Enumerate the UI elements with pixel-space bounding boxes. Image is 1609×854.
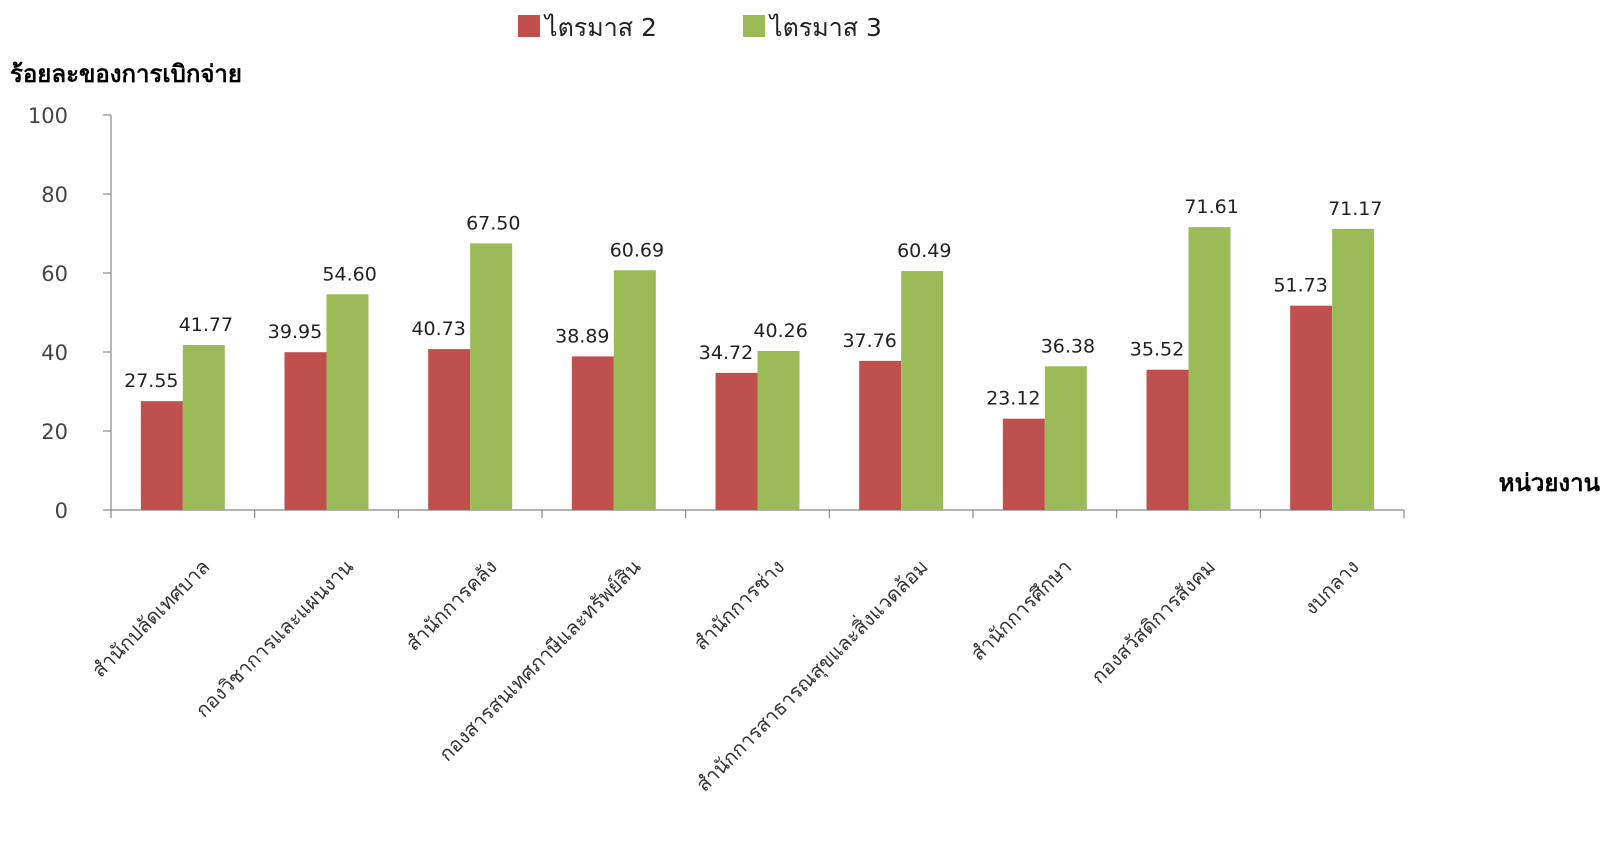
y-axis: 0 20 40 60 80 100 [28, 104, 112, 523]
data-label: 54.60 [322, 263, 376, 285]
legend-swatch [743, 15, 765, 37]
category-label: งบกลาง [1299, 555, 1364, 620]
bar-q3 [326, 294, 369, 510]
data-label: 39.95 [268, 321, 322, 343]
y-axis-title: ร้อยละของการเบิกจ่าย [10, 60, 242, 88]
bar-q3 [1044, 366, 1087, 510]
data-label: 60.49 [897, 240, 951, 262]
x-axis [110, 509, 1405, 518]
legend-label: ไตรมาส 3 [768, 13, 882, 42]
bar-q2 [1290, 305, 1333, 510]
data-label: 40.73 [411, 318, 465, 340]
bar-q3 [757, 350, 800, 510]
data-label: 40.26 [753, 320, 807, 342]
bar-q2 [284, 352, 327, 510]
category-label: สำนักปลัดเทศบาล [87, 555, 214, 682]
y-tick-label: 100 [28, 104, 68, 128]
legend-label: ไตรมาส 2 [543, 13, 657, 42]
data-label: 37.76 [842, 330, 896, 352]
bar-q2 [1002, 418, 1045, 510]
bar-q3 [1332, 228, 1375, 511]
data-label: 27.55 [124, 370, 178, 392]
bar-q3 [613, 270, 656, 510]
bar-q3 [1188, 227, 1231, 510]
bar-q3 [182, 345, 225, 510]
category-label: กองสวัสดิการสังคม [1086, 555, 1220, 689]
category-label: สำนักการศึกษา [966, 555, 1077, 666]
data-label: 60.69 [610, 239, 664, 261]
data-label: 35.52 [1130, 339, 1184, 361]
category-label: สำนักการคลัง [401, 555, 502, 656]
data-label: 51.73 [1273, 275, 1327, 297]
data-label: 41.77 [179, 314, 233, 336]
bar-q3 [470, 243, 513, 510]
bar-q2 [428, 349, 471, 510]
bars [140, 227, 1375, 511]
bar-q2 [571, 356, 614, 510]
data-label: 34.72 [699, 342, 753, 364]
y-tick-label: 40 [41, 341, 68, 365]
data-label: 36.38 [1041, 335, 1095, 357]
bar-q2 [140, 401, 183, 510]
y-tick-label: 0 [55, 499, 68, 523]
bar-q2 [859, 360, 902, 510]
category-label: สำนักการสาธารณสุขและสิ่งแวดล้อม [690, 553, 934, 797]
y-tick-label: 80 [41, 183, 68, 207]
data-label: 71.61 [1184, 196, 1238, 218]
x-axis-title: หน่วยงาน [1499, 469, 1601, 497]
legend-swatch [518, 15, 540, 37]
bar-q2 [715, 372, 758, 510]
category-label: สำนักการช่าง [689, 555, 789, 655]
legend: ไตรมาส 2 ไตรมาส 3 [518, 13, 882, 42]
y-tick-label: 60 [41, 262, 68, 286]
data-labels: 27.55 39.95 40.73 38.89 34.72 37.76 23.12 35.52… [124, 196, 1382, 410]
data-label: 67.50 [466, 212, 520, 234]
data-label: 38.89 [555, 325, 609, 347]
y-tick-label: 20 [41, 420, 68, 444]
data-label: 23.12 [986, 388, 1040, 410]
bar-q2 [1146, 369, 1189, 510]
category-label: กองวิชาการและแผนงาน [191, 554, 359, 722]
data-label: 71.17 [1328, 198, 1382, 220]
bar-q3 [901, 271, 944, 510]
